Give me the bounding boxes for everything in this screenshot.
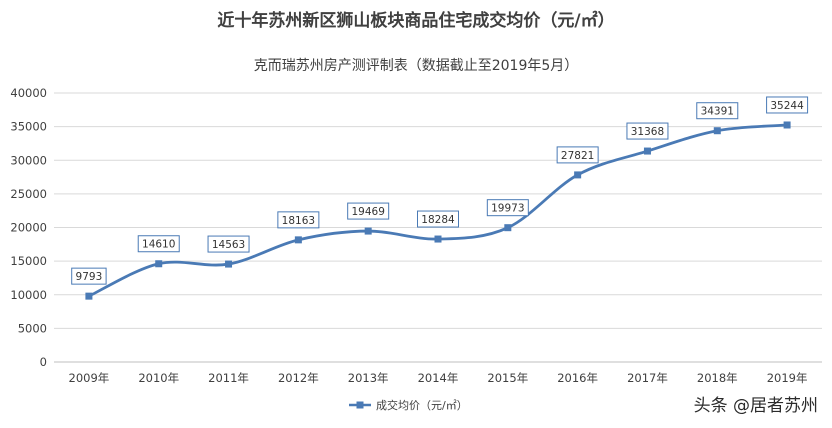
y-axis: 0 5000 10000 15000 20000 25000 30000 35000 40000 — [10, 86, 47, 369]
chart-title: 近十年苏州新区狮山板块商品住宅成交均价（元/㎡） — [217, 10, 614, 31]
legend-label: 成交均价（元/㎡） — [376, 398, 468, 412]
data-label-box — [696, 102, 739, 120]
data-label-box — [347, 202, 390, 220]
x-tick-label: 2019年 — [767, 371, 808, 385]
data-label-box — [626, 122, 669, 140]
y-tick-label: 0 — [40, 355, 47, 369]
data-point — [783, 121, 791, 129]
data-label-text: 18284 — [421, 214, 455, 226]
y-tick-label: 25000 — [10, 187, 47, 201]
data-label: 34391 — [696, 102, 739, 120]
data-point — [225, 260, 233, 268]
data-label-box — [71, 267, 107, 285]
data-label-box — [137, 235, 180, 253]
watermark: 头条 @居者苏州 — [694, 396, 818, 416]
data-label: 18284 — [417, 210, 459, 228]
data-label-box — [766, 96, 809, 114]
y-tick-label: 20000 — [10, 221, 47, 235]
data-label: 19973 — [486, 199, 529, 217]
x-tick-label: 2015年 — [487, 371, 528, 385]
data-label-box — [486, 199, 529, 217]
data-point — [574, 171, 582, 179]
x-tick-label: 2017年 — [627, 371, 668, 385]
data-label-text: 14563 — [212, 239, 245, 251]
data-label: 18163 — [277, 211, 320, 229]
x-tick-label: 2009年 — [69, 371, 110, 385]
legend: 成交均价（元/㎡） — [349, 398, 468, 412]
y-tick-label: 40000 — [10, 86, 47, 100]
data-label-box — [556, 146, 599, 164]
data-label: 31368 — [626, 122, 669, 140]
y-tick-label: 30000 — [10, 153, 47, 167]
data-label: 35244 — [766, 96, 809, 114]
x-tick-label: 2010年 — [138, 371, 179, 385]
data-label-text: 34391 — [701, 106, 734, 118]
x-tick-label: 2012年 — [278, 371, 319, 385]
chart-subtitle: 克而瑞苏州房产测评制表（数据截止至2019年5月） — [254, 58, 579, 74]
data-label-box — [207, 235, 250, 253]
data-point — [85, 292, 93, 300]
x-tick-label: 2016年 — [557, 371, 598, 385]
y-tick-label: 15000 — [10, 254, 47, 268]
x-axis: 2009年 2010年 2011年 2012年 2013年 2014年 2015年 2016年… — [69, 371, 808, 385]
data-points — [85, 121, 791, 300]
data-label-box — [277, 211, 320, 229]
data-label-text: 18163 — [282, 215, 315, 227]
data-labels: 9793 14610 14563 18163 19469 18284 19973 27821 3… — [71, 96, 809, 285]
data-label-text: 31368 — [631, 126, 664, 138]
data-label-text: 19973 — [491, 203, 524, 215]
y-tick-label: 35000 — [10, 120, 47, 134]
data-point — [643, 147, 651, 155]
x-tick-label: 2014年 — [418, 371, 459, 385]
data-label: 14563 — [207, 235, 250, 253]
data-point — [713, 127, 721, 135]
x-tick-label: 2013年 — [348, 371, 389, 385]
data-point — [504, 224, 512, 232]
x-tick-label: 2018年 — [697, 371, 738, 385]
data-label-text: 14610 — [142, 239, 175, 251]
data-label: 27821 — [556, 146, 599, 164]
data-point — [155, 260, 163, 268]
data-label-text: 27821 — [561, 150, 594, 162]
legend-marker — [356, 401, 364, 409]
y-tick-label: 10000 — [10, 288, 47, 302]
data-label: 9793 — [71, 267, 107, 285]
watermark-text: 头条 @居者苏州 — [694, 396, 818, 416]
x-tick-label: 2011年 — [208, 371, 249, 385]
data-label-box — [417, 210, 459, 228]
data-label-text: 9793 — [76, 271, 103, 283]
y-tick-label: 5000 — [18, 321, 47, 335]
data-label: 14610 — [137, 235, 180, 253]
data-point — [434, 235, 442, 243]
data-point — [364, 227, 372, 235]
data-label: 19469 — [347, 202, 390, 220]
data-label-text: 19469 — [351, 206, 384, 218]
data-label-text: 35244 — [770, 100, 804, 112]
data-point — [294, 236, 302, 244]
